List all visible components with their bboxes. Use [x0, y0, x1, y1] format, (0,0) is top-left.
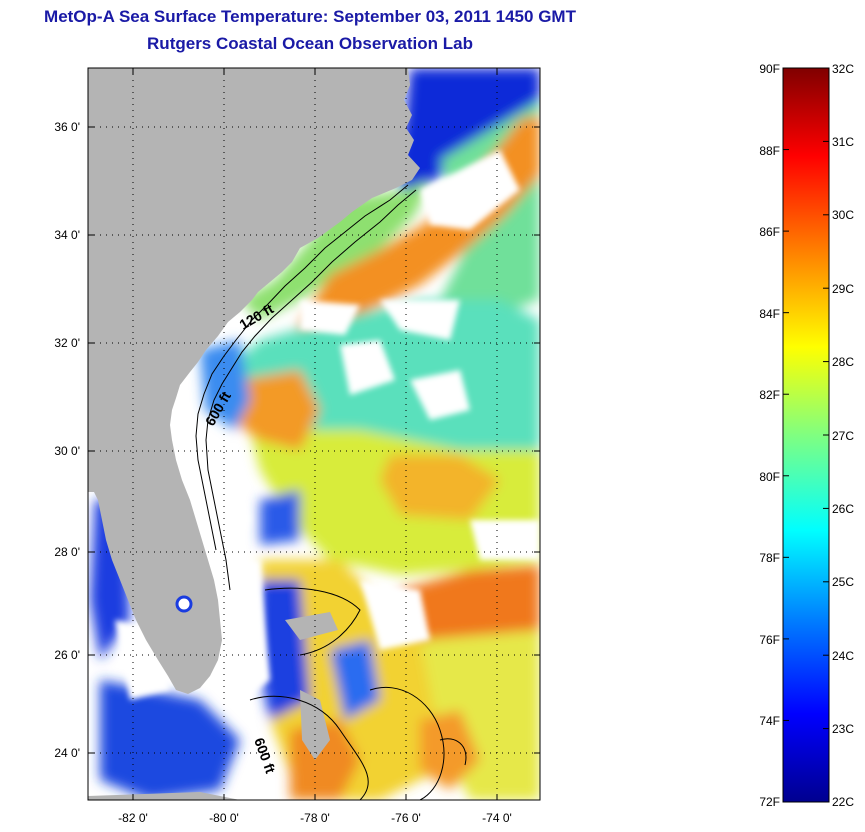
land-bahamas-2 [300, 690, 330, 760]
longitude-labels: -82 0' -80 0' -78 0' -76 0' -74 0' [118, 811, 512, 825]
celsius-label: 30C [832, 208, 854, 222]
lon-label: -80 0' [209, 811, 239, 825]
celsius-label: 29C [832, 282, 854, 296]
lat-label: 32 0' [54, 336, 80, 350]
depth-contours [195, 184, 467, 800]
fahrenheit-label: 76F [759, 633, 780, 647]
lon-label: -74 0' [482, 811, 512, 825]
celsius-label: 32C [832, 62, 854, 76]
lat-label: 28 0' [54, 545, 80, 559]
colorbar-ticks [783, 67, 829, 803]
map-subtitle: Rutgers Coastal Ocean Observation Lab [147, 34, 473, 53]
fahrenheit-label: 80F [759, 470, 780, 484]
celsius-label: 25C [832, 575, 854, 589]
lon-label: -78 0' [300, 811, 330, 825]
latitude-labels: 36 0' 34 0' 32 0' 30 0' 28 0' 26 0' 24 0… [54, 120, 80, 760]
celsius-label: 31C [832, 135, 854, 149]
lat-label: 36 0' [54, 120, 80, 134]
lon-label: -82 0' [118, 811, 148, 825]
lat-label: 26 0' [54, 648, 80, 662]
lat-label: 34 0' [54, 228, 80, 242]
lake-okeechobee [175, 595, 193, 613]
land-us-coast [88, 68, 420, 694]
lat-label: 30 0' [54, 444, 80, 458]
celsius-label: 23C [832, 722, 854, 736]
celsius-label: 28C [832, 355, 854, 369]
fahrenheit-label: 72F [759, 795, 780, 809]
axis-ticks [88, 68, 540, 800]
fahrenheit-label: 88F [759, 144, 780, 158]
lon-label: -76 0' [391, 811, 421, 825]
fahrenheit-label: 84F [759, 307, 780, 321]
map-title: MetOp-A Sea Surface Temperature: Septemb… [44, 7, 576, 26]
fahrenheit-label: 82F [759, 388, 780, 402]
plot-area: 120 ft 600 ft 600 ft [88, 68, 540, 800]
colorbar-gradient [782, 67, 830, 803]
land-cuba [88, 792, 240, 800]
celsius-label: 22C [832, 795, 854, 809]
land-bahamas-1 [285, 612, 338, 640]
celsius-label: 24C [832, 649, 854, 663]
celsius-label: 27C [832, 429, 854, 443]
plot-frame [87, 67, 541, 801]
lat-label: 24 0' [54, 746, 80, 760]
colorbar: 90F 88F 86F 84F 82F 80F 78F 76F 74F 72F … [759, 62, 854, 809]
graticule [88, 68, 540, 800]
fahrenheit-label: 86F [759, 225, 780, 239]
sst-field [90, 68, 540, 800]
colorbar-fahrenheit-labels: 90F 88F 86F 84F 82F 80F 78F 76F 74F 72F [759, 62, 780, 809]
fahrenheit-label: 78F [759, 551, 780, 565]
colorbar-celsius-labels: 32C 31C 30C 29C 28C 27C 26C 25C 24C 23C … [832, 62, 854, 809]
fahrenheit-label: 74F [759, 714, 780, 728]
fahrenheit-label: 90F [759, 62, 780, 76]
celsius-label: 26C [832, 502, 854, 516]
